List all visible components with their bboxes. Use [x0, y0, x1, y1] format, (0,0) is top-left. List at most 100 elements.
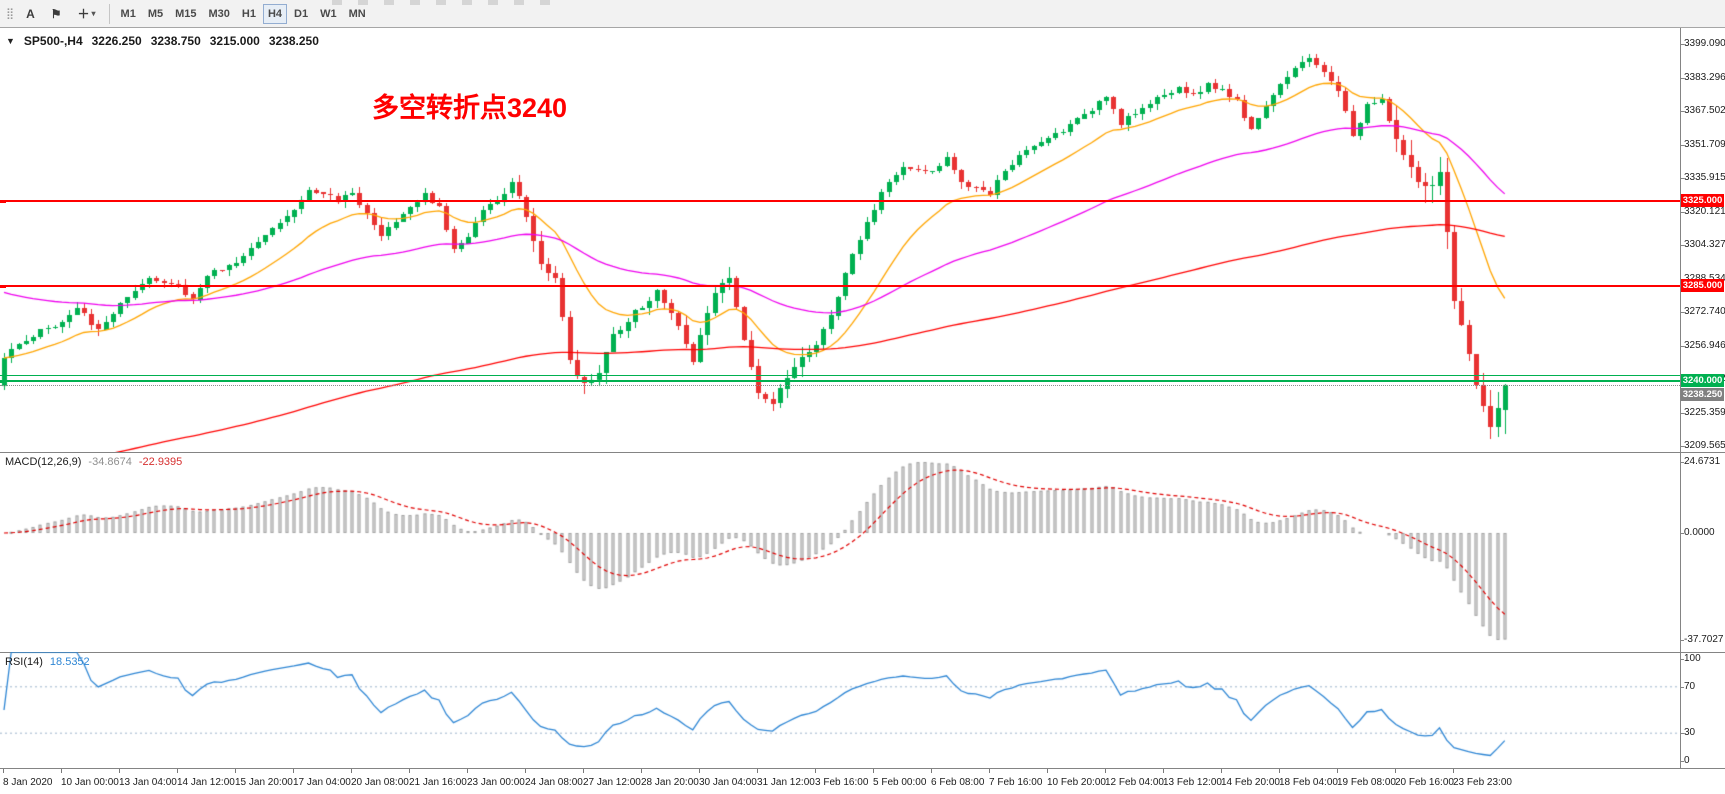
- time-axis-label: 19 Feb 08:00: [1337, 777, 1396, 788]
- time-axis-label: 5 Feb 00:00: [873, 777, 927, 788]
- time-axis-label: 10 Jan 00:00: [61, 777, 119, 788]
- axis-tick: [1680, 345, 1684, 347]
- time-tick: [815, 769, 816, 773]
- rsi-chart-surface[interactable]: [0, 652, 1680, 768]
- cutoff-toolbar-icons: [332, 0, 562, 5]
- time-axis-label: 30 Jan 04:00: [699, 777, 757, 788]
- timeframe-button-M5[interactable]: M5: [143, 4, 168, 24]
- time-axis-label: 20 Jan 08:00: [351, 777, 409, 788]
- axis-tick: [1680, 533, 1684, 534]
- time-axis-label: 23 Jan 00:00: [467, 777, 525, 788]
- macd-scale[interactable]: [1681, 452, 1725, 652]
- axis-tick: [1680, 640, 1684, 641]
- timeframe-button-MN[interactable]: MN: [344, 4, 371, 24]
- axis-tick: [1680, 144, 1684, 146]
- line-anchor-marker: [0, 200, 6, 204]
- bid-price-line: [0, 385, 1680, 387]
- high-value: 3238.750: [150, 34, 201, 48]
- crosshair-icon: ＋: [77, 7, 90, 21]
- axis-tick: [1680, 412, 1684, 414]
- time-axis[interactable]: 8 Jan 2020 10 Jan 00:00 13 Jan 04:00 14 Jan…: [0, 768, 1725, 794]
- cursor-tool-button[interactable]: ＋ ▾: [71, 3, 103, 25]
- timeframe-toolbar: M1 M5 M15 M30 H1 H4 D1 W1 MN: [115, 3, 372, 24]
- time-axis-label: 17 Jan 04:00: [293, 777, 351, 788]
- time-tick: [3, 769, 4, 773]
- price-axis-label: 3399.090: [1684, 38, 1725, 49]
- candlestick-chart-surface[interactable]: [0, 28, 1680, 452]
- time-tick: [293, 769, 294, 773]
- annotation-text[interactable]: 多空转折点3240: [372, 93, 568, 123]
- chevron-down-icon: ▾: [91, 9, 96, 18]
- time-tick: [989, 769, 990, 773]
- macd-signal-value: -22.9395: [138, 456, 183, 468]
- toolbar-separator: [108, 3, 110, 24]
- timeframe-button-W1[interactable]: W1: [315, 4, 342, 24]
- axis-tick: [1680, 178, 1684, 179]
- toolbar: ⣿ A ⚑ ＋ ▾ M1 M5 M15 M30 H1 H4 D1 W1 MN: [0, 0, 1725, 28]
- timeframe-button-M15[interactable]: M15: [170, 4, 201, 24]
- time-axis-label: 7 Feb 16:00: [989, 777, 1043, 788]
- time-axis-label: 28 Jan 20:00: [641, 777, 699, 788]
- macd-panel: MACD(12,26,9) -34.8674 -22.9395 24.6731 0…: [0, 452, 1725, 652]
- timeframe-button-M30[interactable]: M30: [204, 4, 235, 24]
- timeframe-button-H1[interactable]: H1: [237, 4, 261, 24]
- axis-tick: [1680, 462, 1684, 463]
- timeframe-button-M1[interactable]: M1: [116, 4, 141, 24]
- rsi-scale[interactable]: [1681, 652, 1725, 768]
- horizontal-level-line[interactable]: [0, 375, 1680, 376]
- time-tick: [467, 769, 468, 773]
- time-axis-label: 8 Jan 2020: [3, 777, 53, 788]
- time-tick: [61, 769, 62, 773]
- macd-header: MACD(12,26,9) -34.8674 -22.9395: [5, 456, 182, 468]
- rsi-header: RSI(14) 18.5352: [5, 656, 90, 668]
- axis-tick: [1680, 446, 1684, 447]
- horizontal-level-line[interactable]: [0, 284, 1680, 287]
- flag-tool-button[interactable]: ⚑: [44, 3, 69, 25]
- collapse-chart-button[interactable]: ▼: [6, 36, 15, 46]
- time-tick: [1395, 769, 1396, 773]
- time-axis-label: 18 Feb 04:00: [1279, 777, 1338, 788]
- line-anchor-marker: [0, 380, 6, 384]
- text-tool-button[interactable]: A: [19, 3, 42, 25]
- rsi-axis-label: 0: [1684, 755, 1690, 766]
- time-axis-label: 13 Jan 04:00: [119, 777, 177, 788]
- axis-tick: [1680, 733, 1684, 735]
- time-axis-label: 13 Feb 12:00: [1163, 777, 1222, 788]
- drag-handle-icon[interactable]: ⣿: [6, 8, 15, 20]
- price-axis-label: 3320.121: [1684, 205, 1725, 217]
- axis-tick: [1680, 111, 1684, 112]
- time-tick: [641, 769, 642, 773]
- price-axis-label: 3335.915: [1684, 172, 1725, 183]
- rsi-value: 18.5352: [49, 656, 90, 668]
- time-tick: [351, 769, 352, 773]
- time-axis-label: 14 Jan 12:00: [177, 777, 235, 788]
- macd-main-value: -34.8674: [88, 456, 132, 468]
- time-tick: [1047, 769, 1048, 773]
- chart-header: ▼ SP500-,H4 3226.250 3238.750 3215.000 3…: [6, 34, 319, 48]
- time-tick: [931, 769, 932, 773]
- price-axis-label: 3256.946: [1684, 339, 1725, 351]
- time-tick: [525, 769, 526, 773]
- macd-axis-label: -37.7027: [1684, 634, 1724, 645]
- line-anchor-marker: [0, 284, 6, 288]
- time-tick: [1105, 769, 1106, 773]
- horizontal-level-line[interactable]: [0, 380, 1680, 383]
- macd-chart-surface[interactable]: [0, 452, 1680, 652]
- macd-axis-label: 0.0000: [1684, 527, 1715, 538]
- price-axis-label: 3351.709: [1684, 138, 1725, 150]
- macd-axis-label: 24.6731: [1684, 456, 1721, 467]
- time-axis-label: 31 Jan 12:00: [757, 777, 815, 788]
- price-axis-label: 3209.565: [1684, 440, 1725, 451]
- timeframe-button-D1[interactable]: D1: [289, 4, 313, 24]
- time-tick: [1221, 769, 1222, 773]
- horizontal-level-line[interactable]: [0, 200, 1680, 203]
- timeframe-button-H4[interactable]: H4: [262, 3, 288, 24]
- low-value: 3215.000: [209, 34, 260, 48]
- axis-tick: [1680, 659, 1684, 660]
- symbol-timeframe-label: SP500-,H4: [23, 34, 83, 48]
- time-tick: [1453, 769, 1454, 773]
- time-tick: [583, 769, 584, 773]
- time-axis-label: 10 Feb 20:00: [1047, 777, 1106, 788]
- time-axis-label: 20 Feb 16:00: [1395, 777, 1454, 788]
- price-axis-label: 3304.327: [1684, 239, 1725, 250]
